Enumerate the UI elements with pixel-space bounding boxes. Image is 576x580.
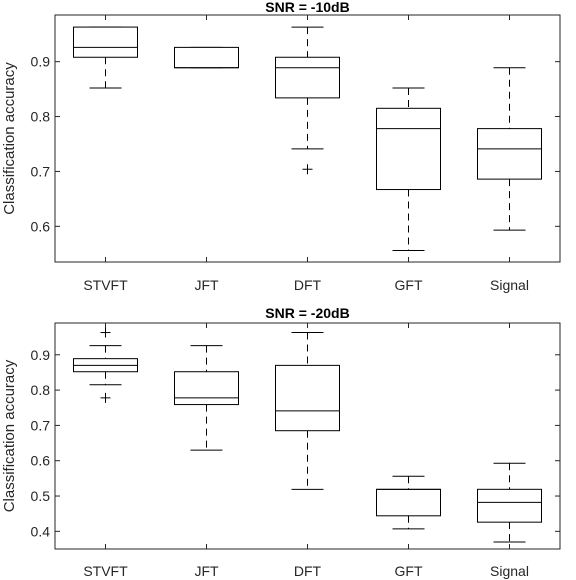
x-tick-label-jft: JFT — [194, 563, 219, 579]
y-tick-label: 0.9 — [31, 54, 51, 70]
y-tick-label: 0.9 — [31, 347, 51, 363]
y-tick-label: 0.8 — [31, 382, 51, 398]
interquartile-box — [376, 488, 441, 517]
y-axis-label: Classification accuracy — [1, 62, 18, 215]
y-axis-label: Classification accuracy — [1, 359, 18, 512]
y-tick-label: 0.5 — [31, 488, 51, 504]
x-tick-label-stvft: STVFT — [83, 563, 128, 579]
box-stvft — [73, 26, 138, 89]
box-gft — [376, 87, 441, 251]
chart-title: SNR = -10dB — [265, 0, 349, 15]
box-signal — [477, 67, 542, 231]
x-tick-label-dft: DFT — [294, 277, 322, 293]
x-tick-label-stvft: STVFT — [83, 277, 128, 293]
box-gft — [376, 475, 441, 530]
box-dft — [275, 26, 340, 175]
panel-snr-20db: SNR = -20dB Classification accuracy 0.4 0.5… — [1, 305, 561, 579]
chart-title: SNR = -20dB — [265, 305, 349, 321]
interquartile-box — [275, 56, 340, 99]
y-tick-label: 0.6 — [31, 218, 51, 234]
x-tick-label-gft: GFT — [395, 277, 423, 293]
interquartile-box — [477, 128, 542, 180]
y-tick-label: 0.7 — [31, 417, 51, 433]
outlier-marker — [100, 327, 111, 338]
panel-snr-10db: SNR = -10dB Classification accuracy 0.6 0.7… — [1, 0, 561, 293]
box-signal — [477, 462, 542, 543]
y-tick-label: 0.4 — [31, 523, 51, 539]
x-tick-label-dft: DFT — [294, 563, 322, 579]
x-tick-label-signal: Signal — [490, 277, 529, 293]
box-dft — [275, 332, 340, 490]
interquartile-box — [275, 364, 340, 432]
box-jft — [174, 46, 239, 69]
y-tick-label: 0.8 — [31, 109, 51, 125]
box-jft — [174, 345, 239, 451]
interquartile-box — [376, 107, 441, 191]
interquartile-box — [477, 488, 542, 523]
box-stvft — [73, 327, 138, 403]
y-tick-label: 0.7 — [31, 163, 51, 179]
x-tick-label-gft: GFT — [395, 563, 423, 579]
x-tick-label-signal: Signal — [490, 563, 529, 579]
interquartile-box — [174, 46, 239, 69]
x-tick-label-jft: JFT — [194, 277, 219, 293]
y-tick-label: 0.6 — [31, 453, 51, 469]
outlier-marker — [100, 392, 111, 403]
interquartile-box — [73, 26, 138, 58]
outlier-marker — [302, 164, 313, 175]
interquartile-box — [174, 371, 239, 406]
